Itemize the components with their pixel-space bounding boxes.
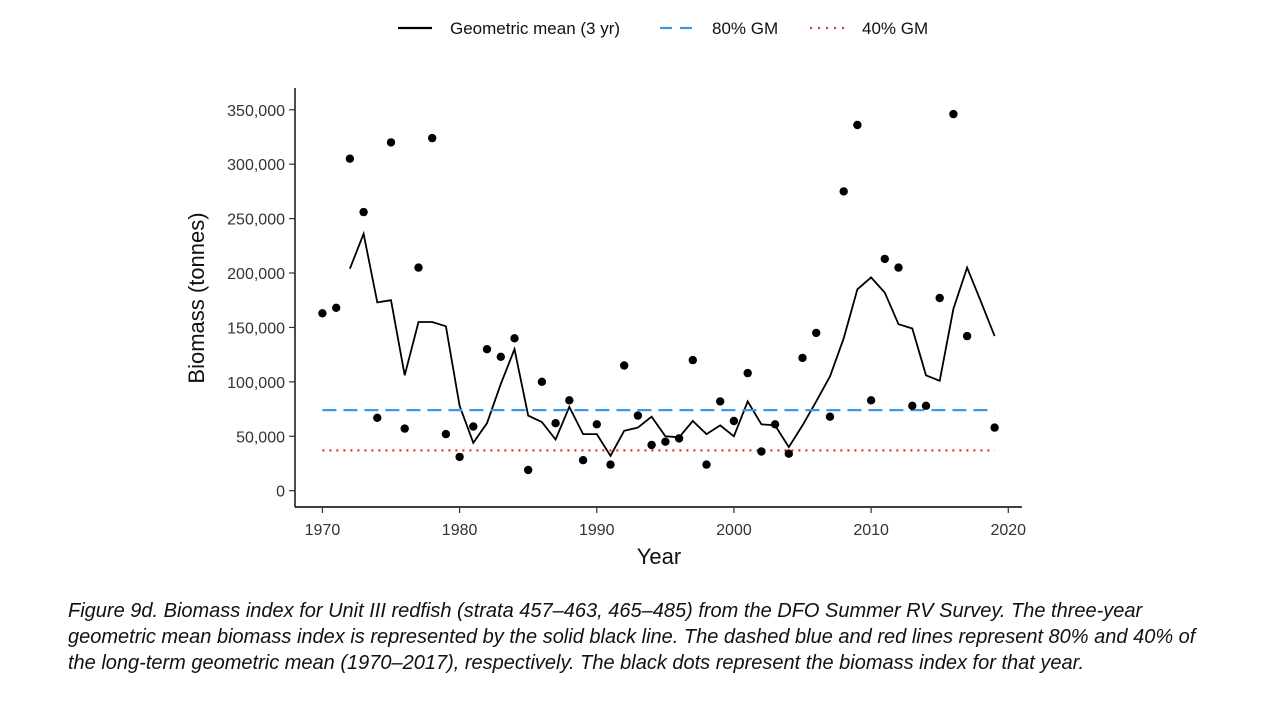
y-tick-label: 0 <box>276 484 285 501</box>
data-point-2004 <box>784 449 793 458</box>
x-axis-title: Year <box>637 544 681 569</box>
data-point-1977 <box>414 263 423 272</box>
y-tick-label: 250,000 <box>227 212 285 229</box>
legend-item-40-gm: 40% GM <box>810 19 928 38</box>
legend-label: Geometric mean (3 yr) <box>450 19 620 38</box>
x-tick-label: 1990 <box>579 522 615 539</box>
data-point-1982 <box>482 345 492 354</box>
data-point-1993 <box>633 411 643 420</box>
data-point-2015 <box>935 293 944 303</box>
data-point-1970 <box>318 309 327 318</box>
data-point-1979 <box>441 429 451 439</box>
data-point-2010 <box>866 396 876 405</box>
data-point-1989 <box>578 456 588 465</box>
data-point-1973 <box>359 207 368 217</box>
legend-label: 80% GM <box>712 19 778 38</box>
y-tick-label: 200,000 <box>227 266 285 283</box>
data-point-1990 <box>592 420 601 429</box>
data-point-1998 <box>702 460 711 469</box>
data-point-2003 <box>770 420 780 429</box>
data-point-1999 <box>716 397 725 406</box>
legend-item-geometric-mean-3-yr: Geometric mean (3 yr) <box>398 19 620 38</box>
data-point-1975 <box>386 138 396 147</box>
x-tick-label: 1970 <box>305 522 341 539</box>
data-point-1974 <box>373 413 382 422</box>
data-point-1985 <box>524 465 533 475</box>
data-point-1978 <box>428 133 437 143</box>
chart-legend: Geometric mean (3 yr) 80% GM 40% GM <box>398 19 928 38</box>
data-point-2016 <box>949 109 958 119</box>
data-point-1972 <box>345 154 355 163</box>
data-point-2013 <box>908 401 917 410</box>
data-point-2009 <box>853 120 862 130</box>
data-point-2014 <box>921 401 931 410</box>
data-point-2019 <box>990 423 999 432</box>
legend-label: 40% GM <box>862 19 928 38</box>
data-point-2007 <box>825 412 835 421</box>
y-tick-label: 100,000 <box>227 375 285 392</box>
x-tick-label: 2020 <box>990 522 1026 539</box>
data-point-1986 <box>537 377 547 386</box>
data-point-2001 <box>743 368 752 378</box>
y-tick-label: 50,000 <box>236 429 285 446</box>
data-point-2002 <box>757 447 766 456</box>
data-point-1995 <box>661 437 670 446</box>
data-point-1997 <box>688 355 697 365</box>
x-tick-label: 2010 <box>853 522 889 539</box>
figure-caption: Figure 9d. Biomass index for Unit III re… <box>68 600 1196 674</box>
data-point-2011 <box>880 254 889 264</box>
data-point-2008 <box>839 187 848 196</box>
data-point-2005 <box>798 353 807 363</box>
biomass-chart: Geometric mean (3 yr) 80% GM 40% GM 0 50,00… <box>184 19 1026 569</box>
data-point-1976 <box>400 424 409 433</box>
data-point-1991 <box>606 460 615 469</box>
x-tick-label: 2000 <box>716 522 752 539</box>
data-point-1984 <box>510 334 519 343</box>
data-point-1992 <box>620 361 629 370</box>
data-point-1987 <box>551 419 560 428</box>
data-point-1980 <box>455 452 464 462</box>
y-axis-title: Biomass (tonnes) <box>184 212 209 383</box>
data-point-1996 <box>674 434 684 443</box>
data-point-2017 <box>962 331 972 341</box>
data-point-1994 <box>647 440 656 450</box>
data-point-2012 <box>894 263 903 272</box>
data-point-2006 <box>812 328 821 338</box>
x-tick-label: 1980 <box>442 522 478 539</box>
series-geometric-mean-3-yr-line <box>349 230 996 458</box>
data-point-1983 <box>496 352 505 361</box>
plot-area <box>318 109 999 475</box>
y-tick-label: 150,000 <box>227 320 285 337</box>
data-point-1981 <box>469 422 478 431</box>
y-tick-label: 300,000 <box>227 157 285 174</box>
chart-axes: 0 50,000 100,000 150,000 200,000 250,000 300,0… <box>227 88 1026 539</box>
y-tick-label: 350,000 <box>227 103 285 120</box>
legend-item-80-gm: 80% GM <box>660 19 778 38</box>
data-point-2000 <box>729 416 739 426</box>
data-point-1988 <box>565 396 574 405</box>
data-point-1971 <box>332 303 341 312</box>
